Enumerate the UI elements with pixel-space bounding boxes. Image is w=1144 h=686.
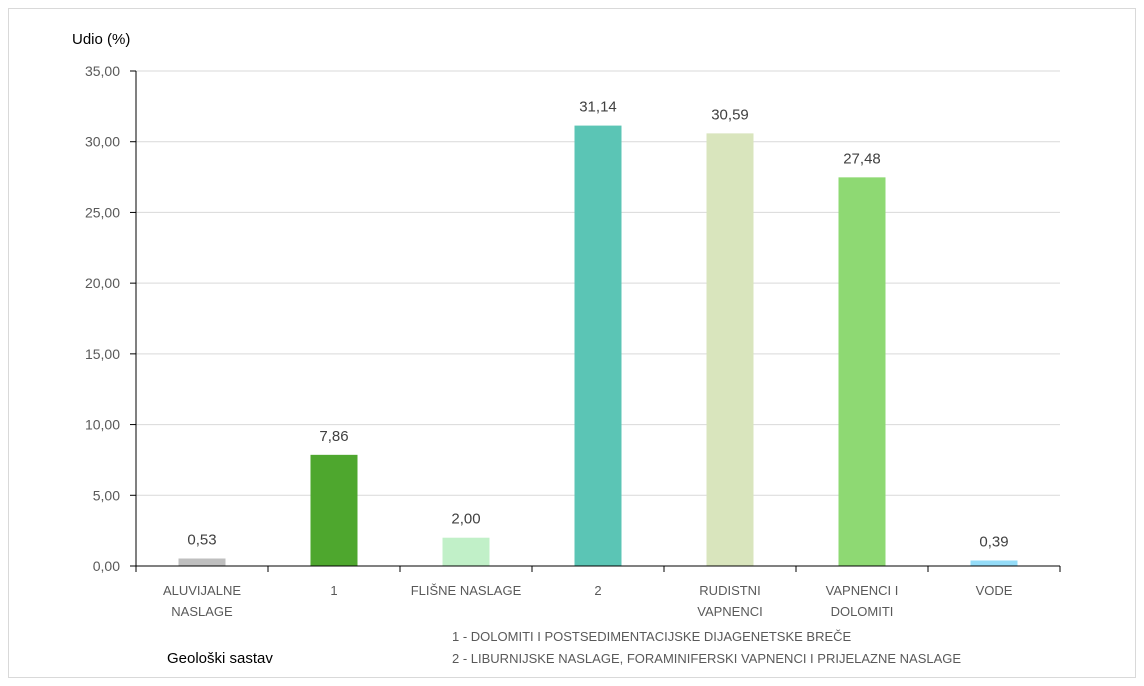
- x-tick-label: VAPNENCI: [697, 604, 763, 619]
- y-tick-label: 25,00: [85, 204, 120, 220]
- value-label: 30,59: [711, 106, 749, 123]
- x-tick-label: DOLOMITI: [831, 604, 894, 619]
- bar: [706, 133, 754, 566]
- x-tick-label: 1: [330, 583, 337, 598]
- x-axis-ticks: ALUVIJALNE NASLAGE 1 FLIŠNE NASLAGE 2 RUDISTN…: [163, 583, 1013, 619]
- footnote-2: 2 - LIBURNIJSKE NASLAGE, FORAMINIFERSKI …: [452, 651, 961, 666]
- value-label: 0,53: [187, 532, 216, 549]
- y-tick-label: 10,00: [85, 417, 120, 433]
- value-label: 7,86: [319, 428, 348, 445]
- x-tick-label: FLIŠNE NASLAGE: [411, 583, 522, 598]
- x-tick-label: VAPNENCI I: [826, 583, 899, 598]
- y-tick-label: 0,00: [93, 558, 120, 574]
- bar: [574, 125, 622, 566]
- bar: [178, 558, 226, 566]
- bar: [838, 177, 886, 566]
- x-tick-label: NASLAGE: [171, 604, 233, 619]
- x-tick-label: RUDISTNI: [699, 583, 760, 598]
- bar: [442, 537, 490, 566]
- y-tick-label: 30,00: [85, 134, 120, 150]
- value-label: 27,48: [843, 150, 881, 167]
- footnote-1: 1 - DOLOMITI I POSTSEDIMENTACIJSKE DIJAG…: [452, 629, 852, 644]
- x-axis: [130, 70, 1061, 572]
- x-tick-label: VODE: [976, 583, 1013, 598]
- x-tick-label: ALUVIJALNE: [163, 583, 241, 598]
- y-axis-ticks: 0,00 5,00 10,00 15,00 20,00 25,00 30,00 35,00: [85, 63, 120, 574]
- y-tick-label: 35,00: [85, 63, 120, 79]
- value-labels: 0,53 7,86 2,00 31,14 30,59 27,48 0,39: [187, 99, 1008, 551]
- x-axis-title: Geološki sastav: [167, 650, 273, 667]
- x-tick-label: 2: [594, 583, 601, 598]
- bar: [310, 454, 358, 566]
- y-axis-title: Udio (%): [72, 31, 130, 48]
- y-tick-label: 20,00: [85, 275, 120, 291]
- value-label: 0,39: [979, 533, 1008, 550]
- bar: [970, 560, 1018, 566]
- y-tick-label: 5,00: [93, 487, 120, 503]
- value-label: 31,14: [579, 99, 617, 116]
- value-label: 2,00: [451, 511, 480, 528]
- bars: [178, 125, 1018, 566]
- y-tick-label: 15,00: [85, 346, 120, 362]
